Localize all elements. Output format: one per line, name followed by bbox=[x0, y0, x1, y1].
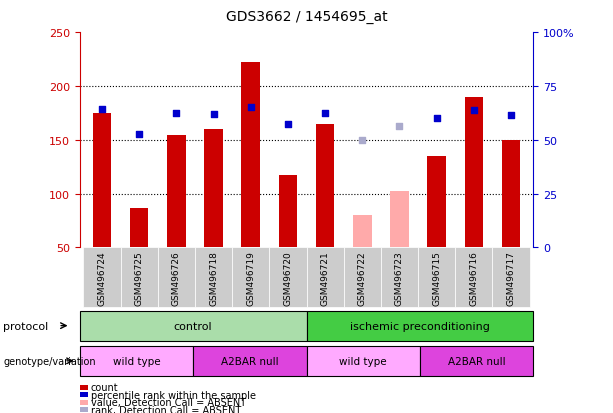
Text: ischemic preconditioning: ischemic preconditioning bbox=[350, 321, 490, 331]
Text: GSM496718: GSM496718 bbox=[209, 251, 218, 306]
Bar bbox=[455, 248, 492, 308]
Text: wild type: wild type bbox=[340, 356, 387, 366]
Bar bbox=[158, 248, 195, 308]
Point bbox=[357, 137, 367, 144]
Point bbox=[97, 106, 107, 113]
Text: GSM496725: GSM496725 bbox=[135, 251, 143, 305]
Bar bbox=[167, 136, 186, 248]
Bar bbox=[242, 63, 260, 248]
Bar bbox=[316, 124, 334, 248]
Bar bbox=[465, 97, 483, 248]
Text: A2BAR null: A2BAR null bbox=[447, 356, 506, 366]
Text: percentile rank within the sample: percentile rank within the sample bbox=[91, 390, 256, 400]
Text: GSM496724: GSM496724 bbox=[97, 251, 107, 305]
Point bbox=[320, 110, 330, 117]
Text: GSM496715: GSM496715 bbox=[432, 251, 441, 306]
Bar bbox=[344, 248, 381, 308]
Bar bbox=[130, 208, 148, 248]
Text: GSM496726: GSM496726 bbox=[172, 251, 181, 305]
Bar bbox=[353, 216, 371, 248]
Bar bbox=[83, 248, 121, 308]
Text: GDS3662 / 1454695_at: GDS3662 / 1454695_at bbox=[226, 10, 387, 24]
Text: genotype/variation: genotype/variation bbox=[3, 356, 96, 366]
Point bbox=[432, 116, 441, 122]
Text: GSM496716: GSM496716 bbox=[470, 251, 478, 306]
Point bbox=[134, 132, 144, 138]
Text: GSM496723: GSM496723 bbox=[395, 251, 404, 305]
Text: A2BAR null: A2BAR null bbox=[221, 356, 279, 366]
Bar bbox=[492, 248, 530, 308]
Point bbox=[469, 107, 479, 114]
Point bbox=[208, 112, 218, 118]
Text: control: control bbox=[173, 321, 213, 331]
Bar bbox=[306, 248, 344, 308]
Bar bbox=[121, 248, 158, 308]
Text: GSM496721: GSM496721 bbox=[321, 251, 330, 305]
Text: value, Detection Call = ABSENT: value, Detection Call = ABSENT bbox=[91, 397, 246, 407]
Text: rank, Detection Call = ABSENT: rank, Detection Call = ABSENT bbox=[91, 405, 241, 413]
Point bbox=[395, 123, 405, 130]
Point bbox=[172, 110, 181, 117]
Point bbox=[283, 121, 293, 128]
Bar bbox=[501, 140, 520, 248]
Bar bbox=[279, 176, 297, 248]
Text: wild type: wild type bbox=[113, 356, 160, 366]
Bar bbox=[93, 114, 112, 248]
Text: GSM496719: GSM496719 bbox=[246, 251, 255, 306]
Bar bbox=[418, 248, 455, 308]
Bar bbox=[204, 130, 223, 248]
Text: GSM496717: GSM496717 bbox=[506, 251, 516, 306]
Bar bbox=[390, 192, 409, 248]
Bar bbox=[427, 157, 446, 248]
Text: count: count bbox=[91, 382, 118, 392]
Bar bbox=[232, 248, 269, 308]
Text: GSM496722: GSM496722 bbox=[358, 251, 367, 305]
Point bbox=[506, 112, 516, 119]
Point bbox=[246, 105, 256, 112]
Text: protocol: protocol bbox=[3, 321, 48, 331]
Bar bbox=[269, 248, 306, 308]
Bar bbox=[381, 248, 418, 308]
Bar bbox=[195, 248, 232, 308]
Text: GSM496720: GSM496720 bbox=[283, 251, 292, 305]
